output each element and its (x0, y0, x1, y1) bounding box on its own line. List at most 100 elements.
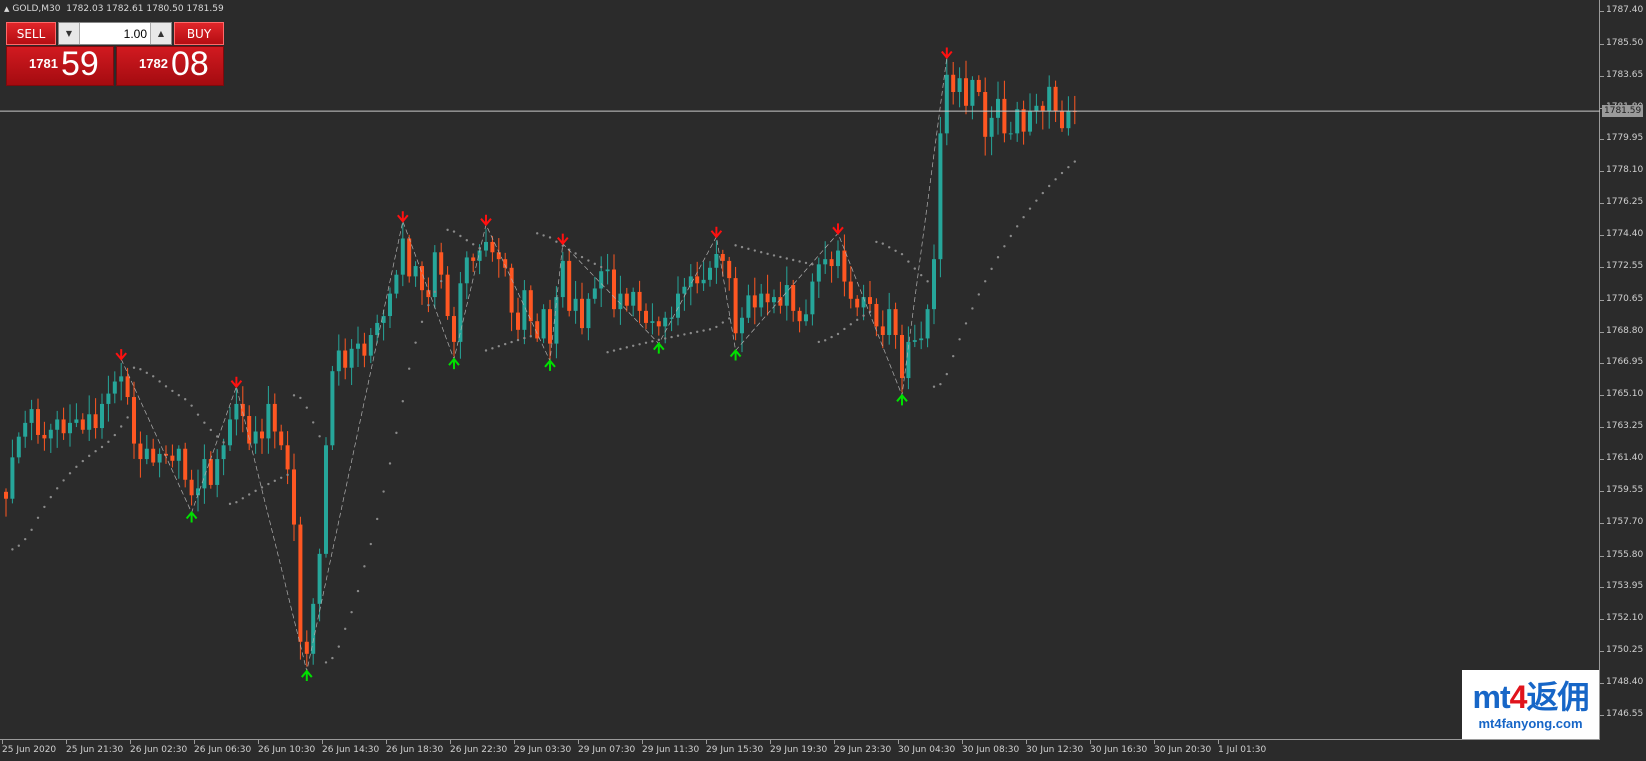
indicator-dot (644, 341, 648, 344)
candle (842, 250, 847, 282)
indicator-dot (651, 340, 654, 343)
time-tick: 26 Jun 14:30 (322, 740, 380, 755)
watermark-logo: mt4返佣 mt4fanyong.com (1462, 670, 1599, 739)
candle (119, 376, 124, 382)
candle (624, 293, 629, 306)
candle (68, 422, 72, 434)
candle (151, 448, 156, 463)
indicator-dot (280, 476, 283, 479)
candle (964, 78, 968, 106)
indicator-dot (152, 375, 155, 378)
candle (16, 436, 21, 458)
candle (1040, 105, 1045, 111)
candle (471, 257, 476, 261)
candle (925, 309, 930, 339)
price-tick: 1763.25 (1599, 421, 1644, 432)
chart-area[interactable]: ▲ GOLD,M30 1782.03 1782.61 1780.50 1781.5… (0, 0, 1600, 740)
indicator-dot (17, 544, 20, 547)
volume-decrease-button[interactable]: ▼ (59, 23, 80, 44)
time-tick: 30 Jun 08:30 (962, 740, 1020, 755)
candle (55, 419, 60, 430)
bid-price[interactable]: 1781 59 (6, 45, 114, 86)
price-tick: 1779.95 (1599, 133, 1644, 144)
candle (976, 79, 981, 92)
candle (208, 459, 213, 485)
candle (260, 431, 264, 439)
volume-input[interactable] (81, 23, 147, 44)
time-tick: 30 Jun 16:30 (1090, 740, 1148, 755)
indicator-dot (747, 247, 750, 251)
candle (388, 293, 392, 317)
indicator-dot (932, 385, 936, 388)
candle (631, 291, 636, 306)
price-tick: 1759.55 (1599, 484, 1644, 495)
indicator-dot (408, 367, 411, 370)
candle (592, 288, 597, 299)
indicator-dot (984, 280, 987, 283)
buy-button[interactable]: BUY (174, 22, 224, 45)
indicator-dot (94, 450, 97, 453)
sell-arrow-icon (115, 349, 127, 361)
indicator-dot (772, 254, 776, 257)
volume-increase-button[interactable]: ▲ (150, 23, 171, 44)
time-tick: 25 Jun 21:30 (66, 740, 124, 755)
indicator-dot (1003, 245, 1006, 248)
price-tick: 1752.10 (1599, 613, 1644, 624)
candle (477, 250, 482, 261)
indicator-dot (529, 334, 532, 338)
indicator-dot (1009, 234, 1012, 238)
candle (1002, 98, 1007, 134)
price-tick: 1755.80 (1599, 549, 1644, 560)
price-axis[interactable]: 1787.401785.501783.651781.801779.951778.… (1599, 0, 1646, 740)
candle (1021, 109, 1026, 132)
candle (138, 443, 143, 460)
price-tick: 1785.50 (1599, 37, 1644, 48)
indicator-dot (388, 462, 392, 465)
watermark-url: mt4fanyong.com (1478, 716, 1583, 731)
indicator-dot (433, 290, 436, 294)
time-tick: 26 Jun 22:30 (450, 740, 508, 755)
candle (247, 415, 252, 444)
candle (509, 267, 514, 313)
indicator-dot (849, 323, 852, 326)
candle (503, 259, 508, 268)
candle (74, 419, 79, 423)
candle (228, 419, 232, 446)
indicator-dot (62, 479, 65, 482)
candle (644, 310, 648, 323)
indicator-dot (766, 252, 769, 256)
buy-arrow-icon (653, 342, 665, 354)
candle (362, 343, 367, 356)
sell-button[interactable]: SELL (6, 22, 56, 45)
indicator-dot (958, 338, 961, 341)
collapse-triangle-icon[interactable]: ▲ (4, 5, 10, 13)
candle (938, 133, 943, 260)
candle (893, 309, 898, 335)
indicator-dot (926, 280, 929, 283)
candle (61, 419, 66, 434)
symbol-header: ▲ GOLD,M30 1782.03 1782.61 1780.50 1781.5… (4, 4, 224, 14)
price-tick: 1765.10 (1599, 389, 1644, 400)
indicator-dot (158, 380, 161, 383)
candle (778, 297, 783, 306)
time-axis[interactable]: 25 Jun 2020 25 Jun 21:30 26 Jun 02:30 26 Ju… (0, 740, 1600, 761)
sell-arrow-icon (941, 47, 953, 60)
indicator-dot (875, 240, 878, 244)
indicator-dot (702, 329, 705, 332)
indicator-dot (670, 335, 673, 339)
candle (298, 524, 303, 642)
price-chart[interactable] (0, 0, 1600, 740)
candle (682, 286, 687, 294)
candle (855, 298, 860, 308)
time-tick: 29 Jun 23:30 (834, 740, 892, 755)
time-tick: 26 Jun 10:30 (258, 740, 316, 755)
ask-price[interactable]: 1782 08 (116, 45, 224, 86)
candle (752, 295, 757, 308)
buy-arrow-icon (896, 393, 908, 406)
candle (650, 321, 655, 323)
candle (221, 445, 226, 460)
indicator-dot (657, 338, 660, 342)
candle (112, 381, 117, 394)
candle (599, 271, 604, 289)
indicator-dot (721, 321, 724, 324)
